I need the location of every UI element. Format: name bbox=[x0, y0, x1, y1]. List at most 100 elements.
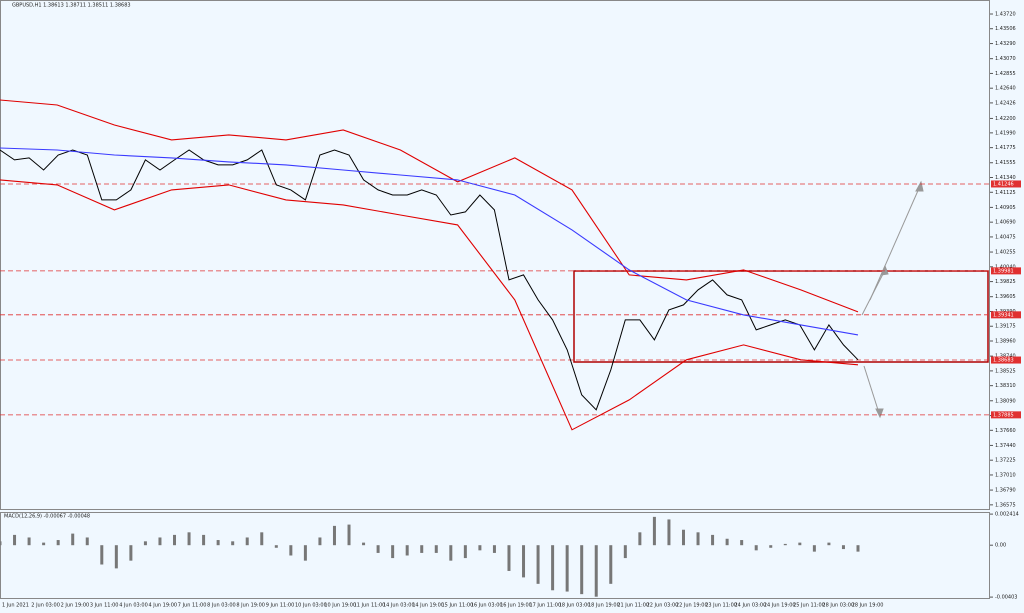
y-tick-label: 1.40040 bbox=[995, 264, 1016, 270]
macd-bar bbox=[609, 545, 613, 584]
macd-bar bbox=[638, 532, 642, 546]
macd-bar bbox=[580, 545, 584, 595]
level-label: 1.39341 bbox=[993, 312, 1014, 318]
level-tag bbox=[991, 356, 1021, 364]
macd-bar bbox=[347, 524, 351, 546]
y-tick-label: 1.37660 bbox=[995, 428, 1016, 434]
x-tick-label: 22 Jun 03:00 bbox=[647, 603, 679, 609]
macd-bar bbox=[187, 532, 191, 546]
y-tick-label: 1.42640 bbox=[995, 86, 1016, 92]
x-tick-label: 14 Jun 19:00 bbox=[412, 603, 444, 609]
x-tick-label: 3 Jun 11:00 bbox=[90, 603, 119, 609]
macd-bar bbox=[362, 542, 366, 546]
x-tick-label: 28 Jun 03:00 bbox=[822, 603, 854, 609]
macd-bar bbox=[318, 537, 322, 546]
macd-bar bbox=[783, 543, 787, 546]
macd-bar bbox=[158, 537, 162, 546]
price-panel bbox=[0, 0, 990, 510]
x-tick-label: 10 Jun 03:00 bbox=[295, 603, 327, 609]
macd-bar bbox=[536, 545, 540, 584]
macd-bar bbox=[114, 545, 118, 569]
x-tick-label: 4 Jun 19:00 bbox=[149, 603, 178, 609]
y-tick-label: 1.39825 bbox=[995, 279, 1016, 285]
macd-bar bbox=[522, 545, 526, 578]
level-label: 1.38683 bbox=[993, 358, 1014, 364]
macd-bar bbox=[769, 545, 773, 548]
macd-bar bbox=[245, 537, 249, 546]
x-tick-label: 25 Jun 11:00 bbox=[793, 603, 825, 609]
series-line bbox=[0, 99, 859, 313]
x-tick-label: 7 Jun 11:00 bbox=[178, 603, 207, 609]
macd-bar bbox=[27, 537, 31, 546]
y-tick-label: 1.38960 bbox=[995, 339, 1016, 345]
macd-bar bbox=[173, 534, 177, 546]
level-tag bbox=[991, 311, 1021, 319]
macd-bar bbox=[594, 545, 598, 597]
y-tick-label: 1.42200 bbox=[995, 116, 1016, 122]
x-tick-label: 23 Jun 11:00 bbox=[705, 603, 737, 609]
y-tick-label: 1.38090 bbox=[995, 398, 1016, 404]
y-tick-label: 1.38310 bbox=[995, 383, 1016, 389]
x-tick-label: 4 Jun 03:00 bbox=[119, 603, 148, 609]
macd-bar bbox=[71, 533, 75, 546]
macd-bar bbox=[623, 545, 627, 559]
y-tick-label: 1.41775 bbox=[995, 145, 1016, 151]
macd-bar bbox=[13, 534, 17, 546]
level-tag bbox=[991, 411, 1021, 419]
macd-bar bbox=[798, 542, 802, 546]
level-tag bbox=[991, 180, 1021, 188]
macd-bar bbox=[463, 545, 467, 559]
macd-panel bbox=[0, 512, 990, 599]
y-tick-label: 1.41990 bbox=[995, 130, 1016, 136]
y-tick-label: 1.43720 bbox=[995, 12, 1016, 18]
y-tick-label: 1.43070 bbox=[995, 56, 1016, 62]
x-tick-label: 14 Jun 03:00 bbox=[383, 603, 415, 609]
y-tick-label: 1.37440 bbox=[995, 443, 1016, 449]
x-tick-label: 2 Jun 03:00 bbox=[31, 603, 60, 609]
x-tick-label: 10 Jun 19:00 bbox=[324, 603, 356, 609]
level-tag bbox=[991, 267, 1021, 275]
macd-bar bbox=[551, 545, 555, 591]
x-tick-label: 8 Jun 19:00 bbox=[236, 603, 265, 609]
macd-bar bbox=[711, 534, 715, 546]
macd-bar bbox=[478, 545, 482, 551]
macd-bar bbox=[303, 545, 307, 561]
level-label: 1.37885 bbox=[993, 412, 1014, 418]
x-tick-label: 2 Jun 19:00 bbox=[61, 603, 90, 609]
macd-bar bbox=[216, 540, 220, 546]
y-tick-label: 1.41125 bbox=[995, 190, 1016, 196]
macd-bar bbox=[841, 545, 845, 550]
x-tick-label: 18 Jun 19:00 bbox=[588, 603, 620, 609]
x-tick-label: 15 Jun 11:00 bbox=[442, 603, 474, 609]
y-tick-label: 1.38525 bbox=[995, 368, 1016, 374]
macd-bar bbox=[42, 542, 46, 546]
macd-bar bbox=[507, 545, 511, 571]
macd-bar bbox=[681, 529, 685, 546]
y-tick-label: 1.40690 bbox=[995, 220, 1016, 226]
macd-bar bbox=[492, 545, 496, 553]
macd-bar bbox=[405, 545, 409, 556]
y-tick-label: 1.40905 bbox=[995, 205, 1016, 211]
macd-tick-label: -0.00403 bbox=[995, 595, 1017, 601]
macd-bar bbox=[827, 542, 831, 546]
macd-bar bbox=[143, 541, 147, 546]
macd-bar bbox=[754, 545, 758, 551]
x-tick-label: 8 Jun 03:00 bbox=[207, 603, 236, 609]
x-tick-label: 21 Jun 11:00 bbox=[617, 603, 649, 609]
macd-bar bbox=[449, 545, 453, 561]
y-tick-label: 1.43506 bbox=[995, 26, 1016, 32]
level-label: 1.39981 bbox=[993, 268, 1014, 274]
x-tick-label: 9 Jun 11:00 bbox=[266, 603, 295, 609]
range-box bbox=[573, 270, 989, 363]
series-line bbox=[0, 149, 859, 411]
y-tick-label: 1.37225 bbox=[995, 458, 1016, 464]
macd-bar bbox=[231, 541, 235, 546]
y-tick-label: 1.36790 bbox=[995, 488, 1016, 494]
y-tick-label: 1.37010 bbox=[995, 472, 1016, 478]
macd-tick-label: 0.00 bbox=[995, 543, 1006, 549]
macd-tick-label: 0.002414 bbox=[995, 512, 1019, 518]
macd-bar bbox=[696, 532, 700, 546]
x-tick-label: 22 Jun 19:00 bbox=[676, 603, 708, 609]
macd-bar bbox=[667, 519, 671, 546]
